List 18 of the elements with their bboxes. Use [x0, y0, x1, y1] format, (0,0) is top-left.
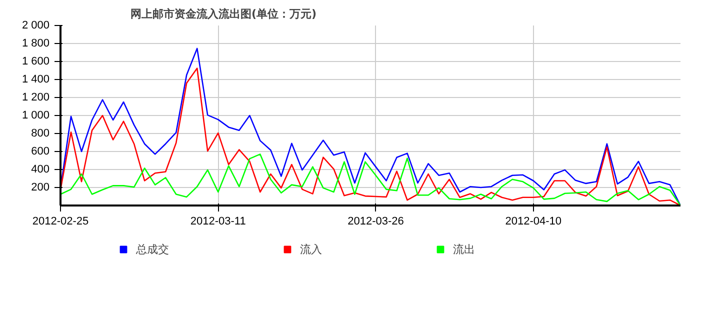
y-tick-label: 1 000 — [22, 110, 50, 122]
legend-label: 流出 — [453, 242, 475, 256]
y-tick-label: 1 600 — [22, 56, 50, 68]
y-tick-label: 1 200 — [22, 92, 50, 104]
legend-label: 流入 — [300, 242, 322, 256]
y-tick-label: 600 — [31, 146, 50, 158]
legend-label: 总成交 — [136, 242, 169, 256]
x-tick-label: 2012-03-11 — [190, 216, 246, 228]
x-tick-label: 2012-02-25 — [32, 216, 89, 228]
y-tick-label: 200 — [31, 182, 50, 194]
x-tick-label: 2012-04-10 — [505, 216, 562, 228]
y-tick-label: 1 800 — [22, 38, 50, 50]
y-tick-label: 1 400 — [22, 74, 50, 86]
chart-title: 网上邮市资金流入流出图(单位：万元) — [130, 8, 317, 20]
y-tick-label: 400 — [31, 164, 50, 176]
y-tick-label: 800 — [31, 128, 50, 140]
x-tick-label: 2012-03-26 — [348, 216, 404, 228]
y-tick-label: 2 000 — [22, 20, 50, 32]
